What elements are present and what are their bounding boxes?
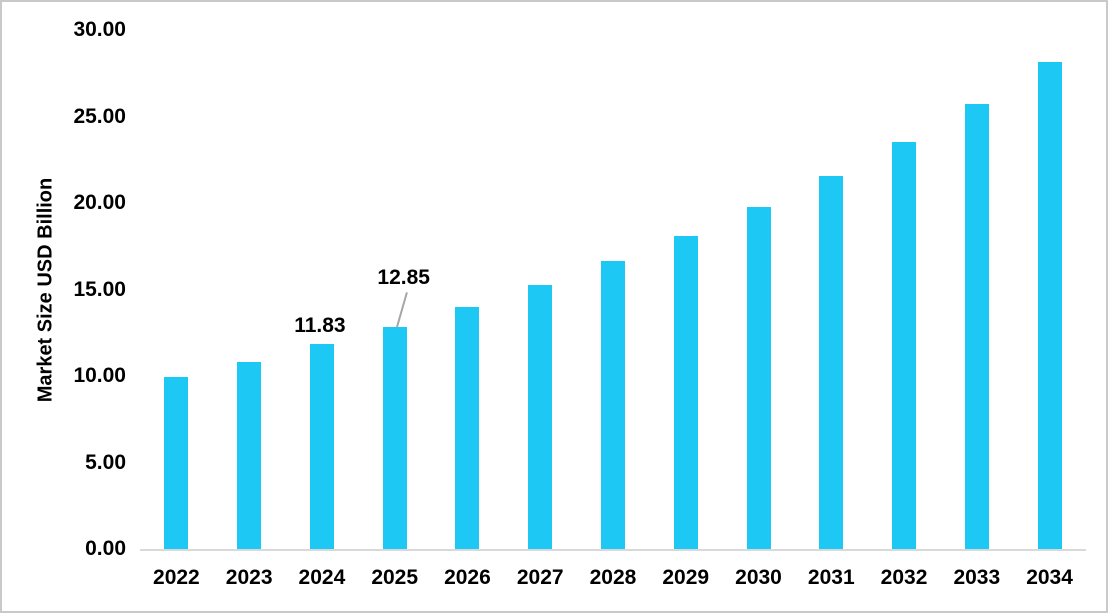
- x-axis-label-2023: 2023: [225, 566, 273, 589]
- x-axis-label-2028: 2028: [589, 566, 637, 589]
- x-axis-label-2034: 2034: [1026, 566, 1073, 589]
- bar-slot-2023: [213, 30, 286, 549]
- y-tick-label-0.00: 0.00: [85, 537, 126, 560]
- bar-slot-2031: [795, 30, 868, 549]
- y-tick-label-10.00: 10.00: [73, 364, 126, 387]
- bar-2023: [237, 362, 262, 549]
- y-tick-label-30.00: 30.00: [73, 18, 126, 41]
- x-axis-label-2027: 2027: [516, 566, 564, 589]
- bar-2029: [673, 235, 698, 549]
- bar-slot-2034: [1013, 30, 1086, 549]
- x-axis-label-2026: 2026: [444, 566, 491, 589]
- bar-slot-2033: [940, 30, 1013, 549]
- bar-2027: [528, 284, 553, 549]
- bar-slot-2024: 11.83: [286, 30, 359, 549]
- bar-slot-2027: [504, 30, 577, 549]
- x-axis-category-labels: 2022 2023 2024 2025 2026 2027 2028 2029 2030 2031…: [140, 565, 1086, 591]
- x-axis-label-2030: 2030: [735, 566, 782, 589]
- y-tick-label-5.00: 5.00: [85, 450, 126, 474]
- bar-2028: [600, 261, 625, 549]
- bar-2034: [1037, 62, 1062, 549]
- data-label-leader-line-2025: [395, 291, 408, 327]
- bar-2024: [309, 344, 334, 549]
- y-tick-label-15.00: 15.00: [73, 277, 126, 301]
- bar-2031: [819, 176, 844, 549]
- bar-slot-2022: [140, 30, 213, 549]
- bar-slot-2025: 12.85: [358, 30, 431, 549]
- x-axis-label-2024: 2024: [298, 566, 346, 589]
- x-axis-label-2031: 2031: [807, 566, 855, 589]
- y-tick-label-25.00: 25.00: [73, 104, 126, 128]
- y-axis-tick-labels: 0.00 5.00 10.00 15.00 20.00 25.00 30.00: [2, 2, 126, 611]
- bar-2022: [164, 376, 189, 549]
- bar-2032: [892, 142, 917, 549]
- x-axis-label-2025: 2025: [371, 566, 419, 589]
- bar-2030: [746, 206, 771, 549]
- bar-slot-2026: [431, 30, 504, 549]
- data-label-2025: 12.85: [377, 265, 430, 289]
- y-tick-label-20.00: 20.00: [73, 191, 126, 214]
- data-label-2024: 11.83: [294, 314, 346, 338]
- bar-2025: [382, 326, 407, 549]
- bar-slot-2030: [722, 30, 795, 549]
- bar-2033: [964, 104, 989, 549]
- plot-area: 11.83 12.85: [140, 30, 1086, 551]
- bar-slot-2028: [577, 30, 650, 549]
- x-axis-label-2029: 2029: [662, 566, 710, 589]
- x-axis-label-2022: 2022: [153, 566, 200, 589]
- bar-2026: [455, 306, 480, 549]
- bar-slot-2029: [649, 30, 722, 549]
- x-axis-label-2033: 2033: [953, 566, 1001, 589]
- x-axis-label-2032: 2032: [880, 566, 928, 589]
- bar-slot-2032: [868, 30, 941, 549]
